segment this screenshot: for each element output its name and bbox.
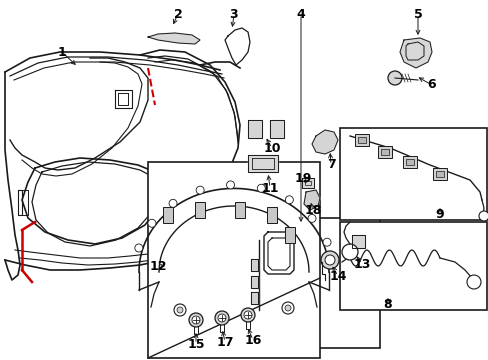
Bar [377, 146, 391, 158]
Bar [357, 137, 365, 143]
Circle shape [196, 186, 203, 194]
Circle shape [192, 316, 200, 324]
Circle shape [320, 251, 338, 269]
Text: 10: 10 [263, 141, 280, 154]
Circle shape [135, 244, 142, 252]
Text: 14: 14 [328, 270, 346, 283]
Bar [285, 227, 294, 243]
Circle shape [282, 302, 293, 314]
Text: 2: 2 [173, 8, 182, 21]
Bar [354, 134, 368, 146]
Text: 9: 9 [435, 208, 444, 221]
Bar [339, 222, 486, 310]
Text: 13: 13 [353, 257, 370, 270]
Circle shape [218, 314, 225, 322]
Bar [266, 207, 276, 223]
Polygon shape [399, 38, 431, 68]
Text: 4: 4 [296, 8, 305, 21]
Text: 8: 8 [383, 298, 391, 311]
Circle shape [174, 304, 185, 316]
Text: 17: 17 [216, 336, 233, 348]
Text: 11: 11 [261, 181, 278, 194]
Polygon shape [247, 155, 278, 172]
Text: 6: 6 [427, 78, 435, 91]
Polygon shape [250, 292, 258, 304]
Polygon shape [351, 235, 364, 248]
Bar [402, 156, 416, 168]
Text: 16: 16 [244, 333, 261, 346]
Bar [163, 207, 173, 223]
Circle shape [341, 244, 357, 260]
Polygon shape [302, 178, 313, 188]
Polygon shape [250, 276, 258, 288]
Bar [148, 162, 319, 358]
Circle shape [325, 255, 334, 265]
Circle shape [307, 214, 315, 222]
Text: 5: 5 [413, 8, 422, 21]
Circle shape [387, 71, 401, 85]
Bar [380, 149, 388, 155]
Bar [235, 202, 244, 218]
Text: 3: 3 [229, 8, 238, 21]
Polygon shape [148, 33, 200, 44]
Circle shape [478, 211, 488, 221]
Text: 15: 15 [187, 338, 204, 351]
Bar [195, 202, 204, 218]
Circle shape [177, 307, 183, 313]
Circle shape [257, 184, 265, 192]
Bar [405, 159, 413, 165]
Circle shape [215, 311, 228, 325]
Polygon shape [304, 190, 319, 210]
Circle shape [323, 238, 330, 246]
Text: 12: 12 [149, 260, 166, 273]
Text: 19: 19 [294, 171, 311, 184]
Bar [435, 171, 443, 177]
Circle shape [244, 311, 251, 319]
Text: 18: 18 [304, 203, 321, 216]
Circle shape [285, 196, 293, 204]
Text: 1: 1 [58, 45, 66, 58]
Circle shape [241, 308, 254, 322]
Bar [339, 128, 486, 220]
Polygon shape [311, 130, 337, 154]
Polygon shape [250, 259, 258, 271]
Circle shape [189, 313, 203, 327]
Bar [432, 168, 446, 180]
Circle shape [466, 275, 480, 289]
Polygon shape [247, 120, 262, 138]
Bar [244, 218, 379, 348]
Circle shape [226, 181, 234, 189]
Circle shape [285, 305, 290, 311]
Circle shape [148, 219, 156, 227]
Polygon shape [269, 120, 284, 138]
Text: 7: 7 [326, 158, 335, 171]
Polygon shape [264, 232, 293, 274]
Circle shape [169, 199, 177, 207]
